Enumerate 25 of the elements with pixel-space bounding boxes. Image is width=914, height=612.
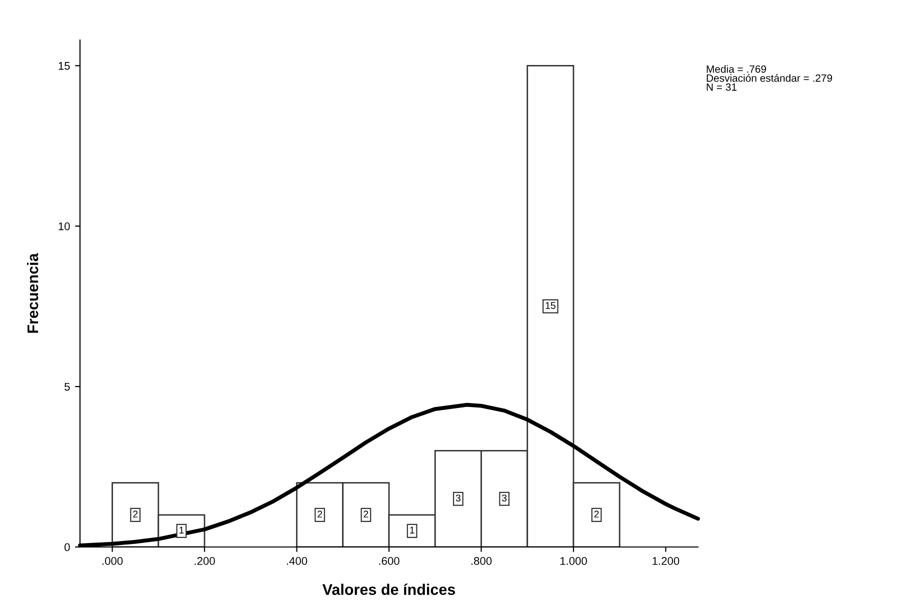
data-label: 3	[456, 494, 460, 502]
x-tick-label: .600	[379, 557, 400, 565]
x-tick-label: 1.200	[652, 557, 680, 565]
data-label: 2	[364, 510, 368, 518]
data-label: 15	[546, 302, 556, 309]
x-tick-label: 1.000	[560, 557, 587, 565]
x-tick-label: .200	[194, 557, 215, 565]
y-tick-label: 10	[58, 222, 70, 230]
text: N = 31	[706, 83, 736, 91]
data-label: 1	[180, 526, 184, 534]
y-tick-label: 15	[58, 62, 70, 70]
text: Media = .769	[706, 65, 766, 73]
data-label: 2	[133, 510, 138, 518]
data-label: 3	[502, 494, 507, 502]
y-tick-label: 5	[64, 382, 70, 391]
y-axis-title: Frecuencia	[27, 253, 38, 333]
x-tick-label: .400	[286, 557, 308, 565]
text: Desviación estándar = .279	[706, 74, 832, 82]
x-axis-title: Valores de índices	[322, 584, 456, 595]
x-tick-label: .000	[102, 557, 123, 565]
x-tick-label: .800	[471, 557, 492, 565]
y-tick-label: 0	[64, 543, 70, 552]
data-label: 1	[410, 526, 414, 534]
data-label: 2	[594, 510, 599, 518]
data-label: 2	[318, 510, 322, 518]
